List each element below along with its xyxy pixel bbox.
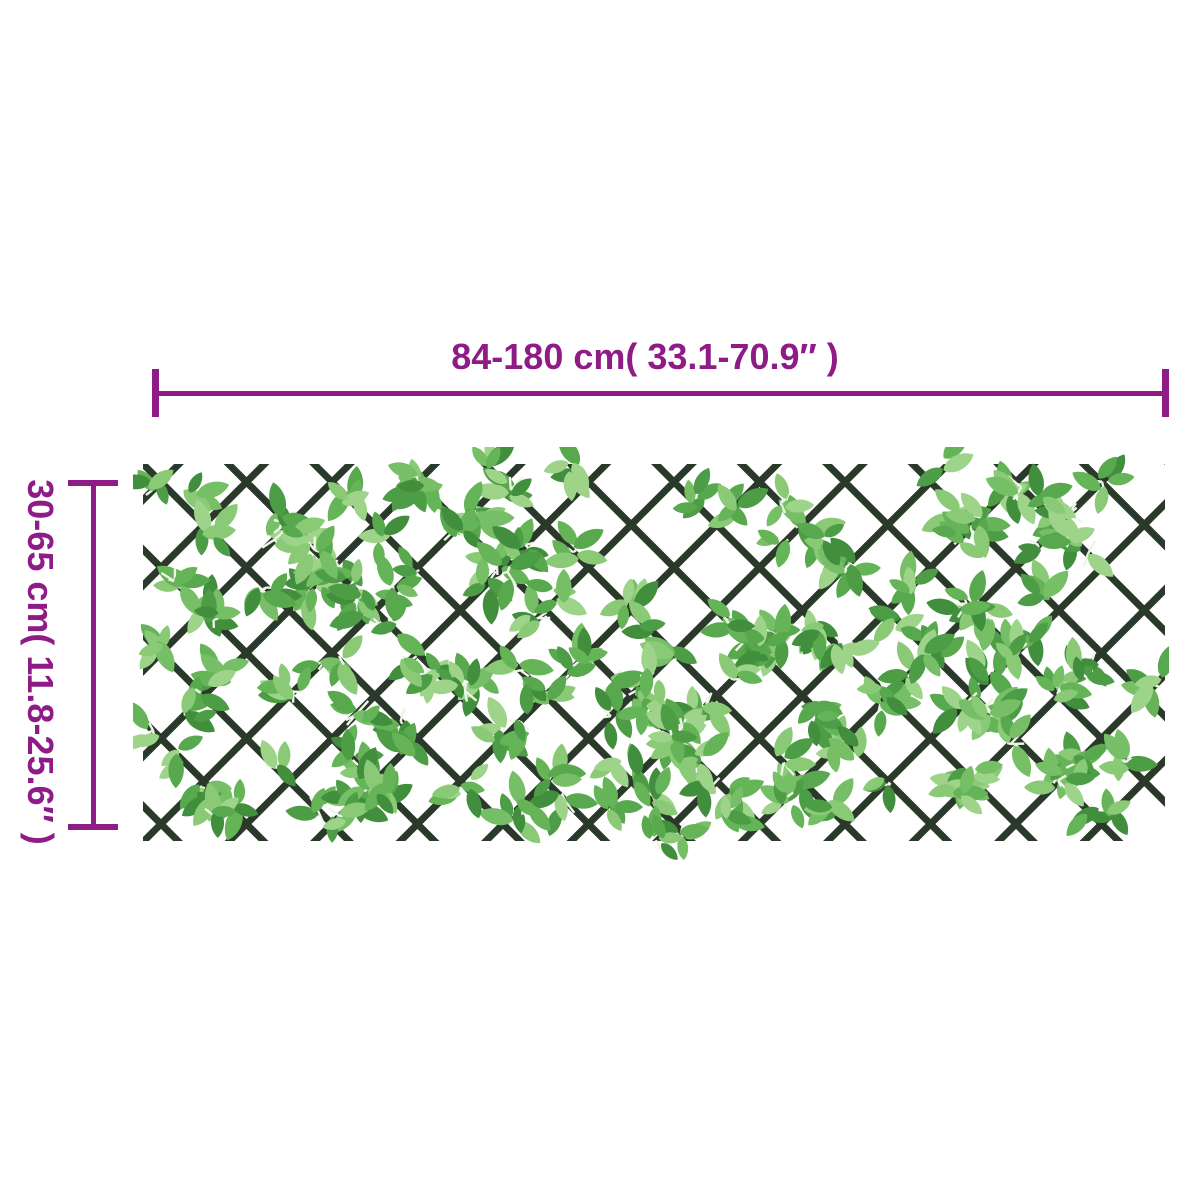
height-dimension-cap-top — [68, 480, 118, 486]
width-dimension-line — [156, 391, 1165, 396]
height-dimension-cap-bottom — [68, 824, 118, 830]
width-dimension-cap-left — [152, 369, 159, 417]
trellis-product-image — [133, 447, 1169, 860]
width-dimension-label: 84-180 cm( 33.1-70.9″ ) — [451, 336, 839, 377]
ivy-leaves — [133, 447, 1169, 860]
width-dimension-cap-right — [1162, 369, 1169, 417]
height-dimension-label: 30-65 cm( 11.8-25.6″ ) — [20, 479, 61, 845]
height-dimension-line — [91, 483, 96, 827]
